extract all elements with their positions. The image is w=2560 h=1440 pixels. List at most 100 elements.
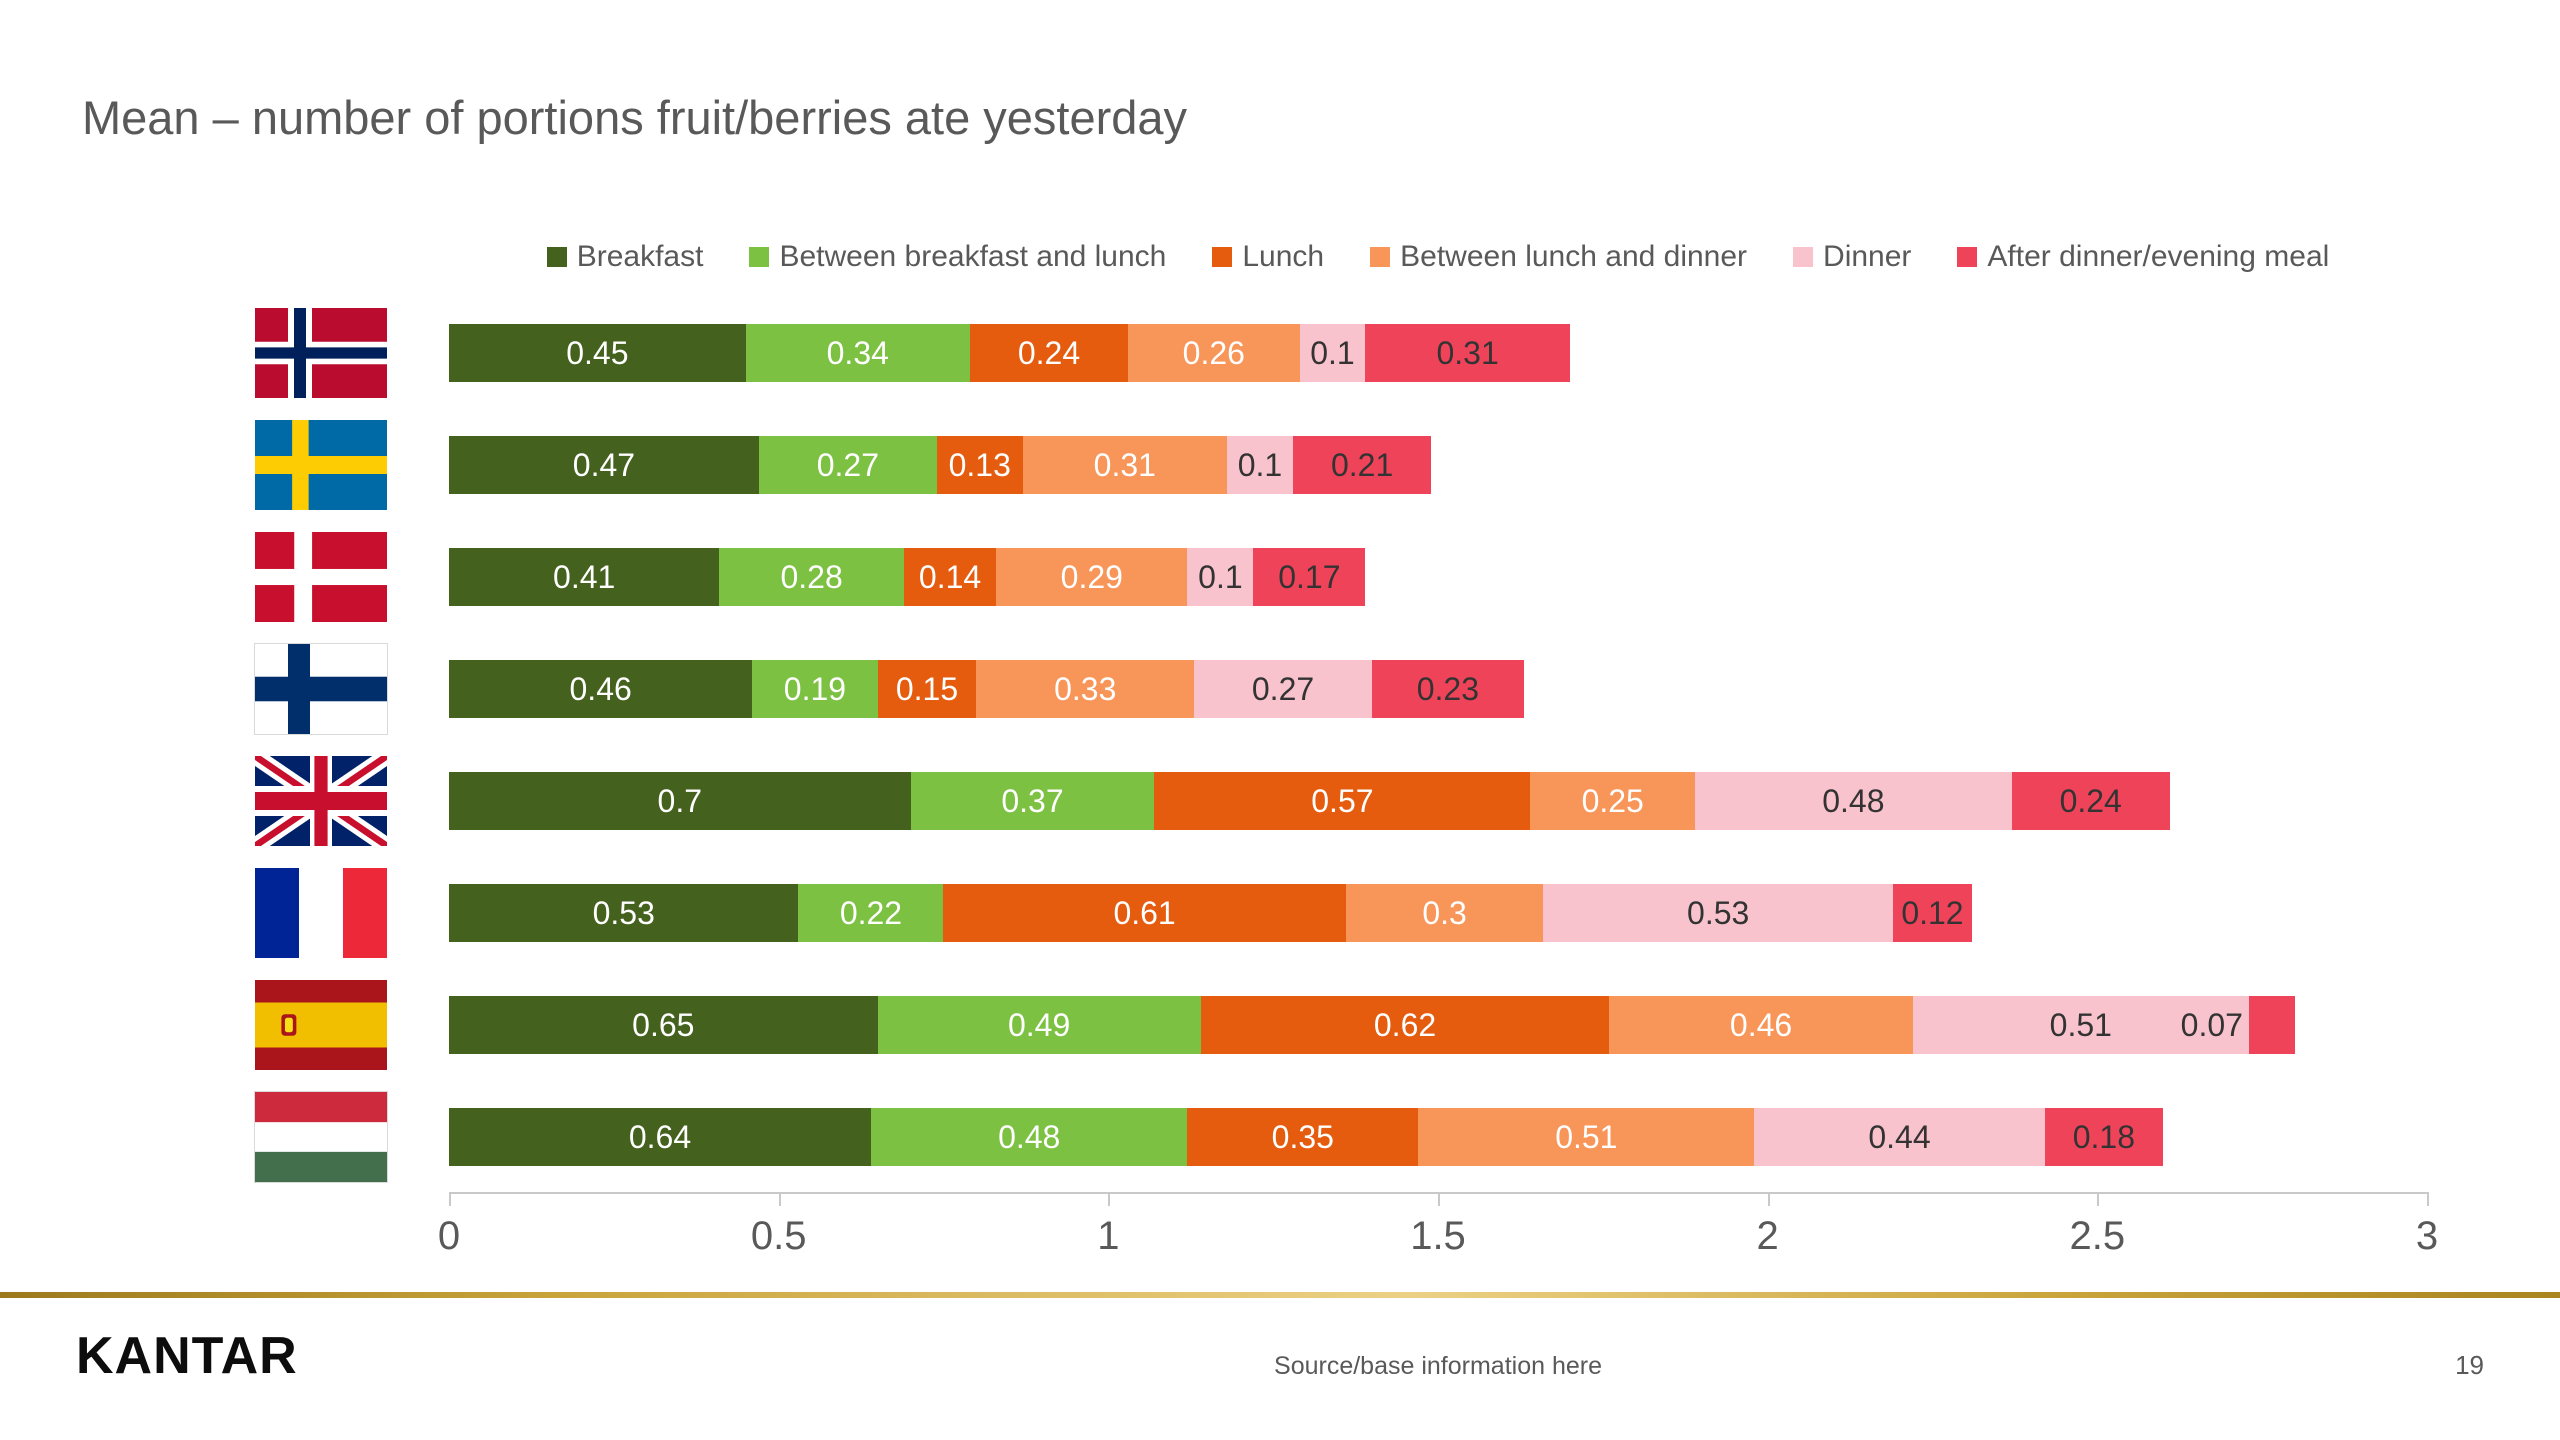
- segment-value: 0.57: [1311, 783, 1374, 819]
- segment-value: 0.3: [1422, 895, 1467, 931]
- axis-tick-label: 1: [1097, 1214, 1120, 1258]
- segment-dinner: 0.1: [1299, 324, 1366, 382]
- chart-row-hungary: 0.64 0.48 0.35 0.51 0.44 0.18: [0, 1081, 2560, 1193]
- axis-tick-label: 1.5: [1410, 1214, 1466, 1258]
- segment-between-lunch-and-dinner: 0.31: [1022, 436, 1227, 494]
- segment-value: 0.31: [1093, 447, 1156, 483]
- segment-value: 0.18: [2072, 1119, 2136, 1155]
- segment-value: 0.07: [2180, 1007, 2243, 1043]
- flag-finland-icon: [254, 643, 388, 735]
- segment-value: 0.27: [1251, 671, 1315, 707]
- segment-value: 0.48: [998, 1119, 1061, 1155]
- segment-value: 0.26: [1182, 335, 1245, 371]
- legend-swatch-icon: [546, 247, 567, 267]
- segment-dinner: 0.51: [1912, 996, 2249, 1054]
- chart-plot-area: 0.45 0.34 0.24 0.26 0.1 0.31 0.47 0.27 0.13 0.31 0…: [0, 297, 2560, 1193]
- chart-row-spain: 0.65 0.49 0.62 0.46 0.51 0.07: [0, 969, 2560, 1081]
- axis-tick: [2097, 1192, 2100, 1206]
- segment-value: 0.61: [1113, 895, 1176, 931]
- legend-item-between-breakfast-and-lunch: Between breakfast and lunch: [749, 240, 1166, 274]
- segment-lunch: 0.13: [936, 436, 1023, 494]
- segment-breakfast: 0.47: [449, 436, 759, 494]
- segment-value: 0.35: [1271, 1119, 1334, 1155]
- chart-row-sweden: 0.47 0.27 0.13 0.31 0.1 0.21: [0, 409, 2560, 521]
- segment-between-breakfast-and-lunch: 0.22: [798, 884, 944, 942]
- segment-after-dinner-evening-meal: 0.31: [1365, 324, 1570, 382]
- segment-value: 0.46: [1729, 1007, 1793, 1043]
- source-text: Source/base information here: [1274, 1352, 1602, 1380]
- segment-between-breakfast-and-lunch: 0.34: [745, 324, 970, 382]
- bar-stack: 0.46 0.19 0.15 0.33 0.27 0.23: [449, 660, 1524, 718]
- segment-breakfast: 0.45: [449, 324, 746, 382]
- segment-value: 0.64: [628, 1119, 692, 1155]
- legend-item-dinner: Dinner: [1793, 240, 1911, 274]
- segment-between-lunch-and-dinner: 0.3: [1345, 884, 1544, 942]
- axis-tick: [778, 1192, 781, 1206]
- segment-after-dinner-evening-meal: 0.24: [2011, 772, 2170, 830]
- flag-sweden-icon: [255, 420, 387, 510]
- segment-value: 0.14: [918, 559, 982, 595]
- segment-breakfast: 0.64: [449, 1108, 871, 1166]
- segment-value: 0.13: [948, 447, 1011, 483]
- axis-tick: [2427, 1192, 2429, 1206]
- legend-swatch-icon: [1957, 247, 1978, 267]
- segment-value: 0.62: [1373, 1007, 1437, 1043]
- legend-item-lunch: Lunch: [1212, 240, 1324, 274]
- segment-value: 0.44: [1868, 1119, 1931, 1155]
- segment-value: 0.25: [1581, 783, 1644, 819]
- segment-value: 0.23: [1416, 671, 1479, 707]
- legend-label: Between lunch and dinner: [1400, 240, 1748, 273]
- bar-stack: 0.47 0.27 0.13 0.31 0.1 0.21: [449, 436, 1432, 494]
- segment-between-lunch-and-dinner: 0.33: [976, 660, 1195, 718]
- legend-item-breakfast: Breakfast: [546, 240, 703, 274]
- kantar-logo: KANTAR: [76, 1327, 298, 1385]
- axis-tick-label: 3: [2415, 1214, 2439, 1258]
- segment-value: 0.41: [553, 559, 616, 595]
- segment-value: 0.24: [1017, 335, 1081, 371]
- segment-dinner: 0.1: [1226, 436, 1293, 494]
- axis-tick: [1767, 1192, 1770, 1206]
- flag-denmark-icon: [255, 532, 387, 622]
- axis-tick-label: 2: [1756, 1214, 1779, 1258]
- segment-between-breakfast-and-lunch: 0.28: [719, 548, 904, 606]
- segment-value: 0.45: [566, 335, 629, 371]
- chart-row-finland: 0.46 0.19 0.15 0.33 0.27 0.23: [0, 633, 2560, 745]
- segment-breakfast: 0.65: [449, 996, 878, 1054]
- axis-tick-label: 0: [437, 1214, 461, 1258]
- segment-lunch: 0.61: [943, 884, 1346, 942]
- segment-value: 0.47: [572, 447, 636, 483]
- segment-value: 0.28: [780, 559, 843, 595]
- segment-value: 0.7: [657, 783, 702, 819]
- segment-value: 0.21: [1330, 447, 1394, 483]
- axis-tick: [1108, 1192, 1111, 1206]
- segment-lunch: 0.57: [1154, 772, 1531, 830]
- segment-breakfast: 0.53: [449, 884, 799, 942]
- legend-label: Between breakfast and lunch: [779, 240, 1167, 273]
- chart-row-united-kingdom: 0.7 0.37 0.57 0.25 0.48 0.24: [0, 745, 2560, 857]
- legend-swatch-icon: [1370, 247, 1391, 267]
- segment-lunch: 0.24: [969, 324, 1129, 382]
- segment-value: 0.65: [632, 1007, 695, 1043]
- legend-label: After dinner/evening meal: [1987, 240, 2330, 273]
- segment-value: 0.46: [569, 671, 632, 707]
- segment-lunch: 0.62: [1200, 996, 1610, 1054]
- segment-after-dinner-evening-meal: 0.23: [1372, 660, 1524, 718]
- segment-dinner: 0.53: [1543, 884, 1893, 942]
- segment-after-dinner-evening-meal: 0.07: [2181, 996, 2296, 1054]
- segment-between-breakfast-and-lunch: 0.19: [752, 660, 878, 718]
- segment-after-dinner-evening-meal: 0.12: [1892, 884, 1973, 942]
- legend-swatch-icon: [749, 247, 770, 267]
- segment-after-dinner-evening-meal: 0.21: [1292, 436, 1432, 494]
- axis-tick-label: 0.5: [750, 1214, 807, 1258]
- segment-value: 0.48: [1822, 783, 1885, 819]
- segment-between-breakfast-and-lunch: 0.49: [877, 996, 1201, 1054]
- segment-breakfast: 0.41: [449, 548, 720, 606]
- segment-breakfast: 0.7: [449, 772, 911, 830]
- segment-value: 0.51: [2049, 1007, 2112, 1043]
- bar-stack: 0.64 0.48 0.35 0.51 0.44 0.18: [449, 1108, 2164, 1166]
- legend-item-between-lunch-and-dinner: Between lunch and dinner: [1370, 240, 1747, 274]
- segment-value: 0.33: [1054, 671, 1117, 707]
- segment-value: 0.51: [1555, 1119, 1618, 1155]
- bar-stack: 0.65 0.49 0.62 0.46 0.51 0.07: [449, 996, 2296, 1054]
